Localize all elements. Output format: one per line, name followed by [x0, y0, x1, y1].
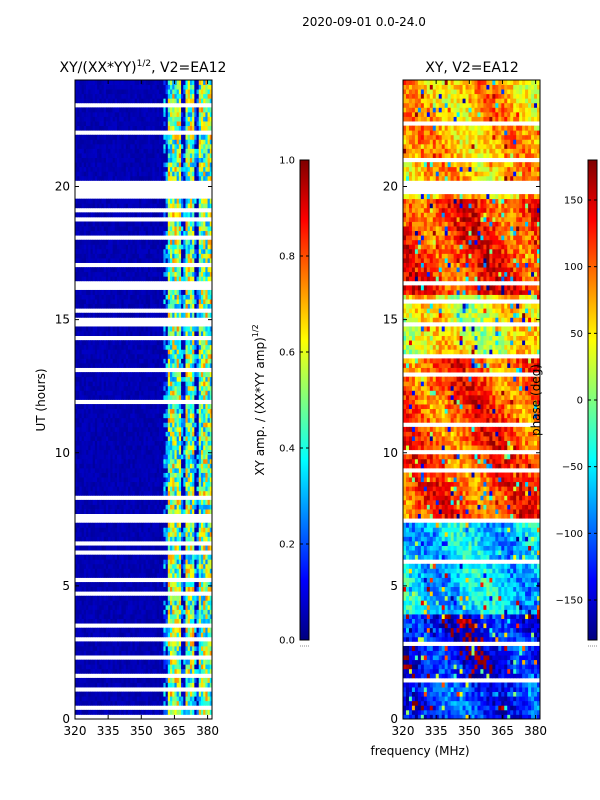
panel-1-ytick-label: 20	[55, 180, 70, 194]
panel-2-x-axis: 320 335 350 365 380	[392, 80, 547, 738]
colorbar-1-tick-label: 0.0	[279, 636, 295, 647]
panel-1-ytick-label: 0	[62, 712, 70, 726]
colorbar-2-tick-label: 150	[564, 196, 583, 207]
colorbar-1-tick-label: 0.8	[279, 252, 295, 263]
panel-1-ytick-label: 15	[55, 313, 70, 327]
panel-1-ytick-label: 5	[62, 579, 70, 593]
panel-1-xtick-label: 350	[130, 724, 153, 738]
colorbar-2-tick-label: 100	[564, 262, 583, 273]
panel-1-ytick-label: 10	[55, 446, 70, 460]
panel-1-xtick-label: 335	[97, 724, 120, 738]
figure-title: 2020-09-01 0.0-24.0	[302, 15, 426, 29]
panel-1-title: XY/(XX*YY)1/2, V2=EA12	[60, 59, 227, 76]
panel-2-ytick-label: 5	[390, 579, 398, 593]
panel-2-xtick-label: 320	[392, 724, 415, 738]
colorbar-2-tick-label: −100	[556, 529, 583, 540]
panel-2-title: XY, V2=EA12	[425, 60, 519, 76]
panel-1-xtick-label: 365	[163, 724, 186, 738]
panel-2-xtick-label: 350	[458, 724, 481, 738]
panel-2-xtick-label: 365	[491, 724, 514, 738]
colorbar-2-tick-label: 50	[570, 329, 583, 340]
colorbar-2-tick-label: −50	[562, 462, 583, 473]
panel-1-x-axis: 320 335 350 365 380	[64, 80, 219, 738]
colorbar-1-tick-label: 0.4	[279, 444, 295, 455]
colorbar-1-gradient	[299, 159, 310, 641]
panel-2: XY, V2=EA12 320 335 350 365 380 0 5 10 15 20	[383, 60, 547, 738]
panel-1-heatmap	[75, 80, 213, 715]
panel-2-ytick-label: 0	[390, 712, 398, 726]
panel-1-xtick-label: 380	[196, 724, 219, 738]
colorbar-2-ticks: −150 −100 −50 0 50 100 150	[556, 196, 597, 607]
colorbar-1-tick-label: 1.0	[279, 156, 295, 167]
panel-1-y-axis: 0 5 10 15 20	[55, 180, 212, 726]
panel-2-ytick-label: 15	[383, 313, 398, 327]
panel-2-xtick-label: 335	[425, 724, 448, 738]
panel-2-xtick-label: 380	[524, 724, 547, 738]
colorbar-2-tick-label: −150	[556, 596, 583, 607]
colorbar-2-label: phase (deg)	[529, 364, 543, 436]
panel-2-frame	[402, 79, 541, 720]
panel-2-heatmap	[403, 80, 541, 720]
panel-2-ytick-label: 20	[383, 180, 398, 194]
colorbar-2-tick-label: 0	[577, 396, 583, 407]
panel-1-ylabel: UT (hours)	[34, 368, 48, 431]
panel-1: XY/(XX*YY)1/2, V2=EA12 320 335 350 365 380 0…	[34, 59, 226, 738]
colorbar-1-tick-label: 0.6	[279, 348, 295, 359]
colorbar-2: −150 −100 −50 0 50 100 150 phase (deg)	[529, 159, 598, 647]
colorbar-1-tick-label: 0.2	[279, 540, 295, 551]
colorbar-1: 0.0 0.2 0.4 0.6 0.8 1.0 XY amp. / (XX*YY amp)…	[251, 156, 310, 647]
panel-2-ytick-label: 10	[383, 446, 398, 460]
panel-1-xtick-label: 320	[64, 724, 87, 738]
x-axis-label: frequency (MHz)	[370, 744, 469, 758]
panel-2-y-axis: 0 5 10 15 20	[383, 180, 540, 726]
panel-1-frame	[74, 79, 213, 720]
colorbar-1-label: XY amp. / (XX*YY amp)1/2	[251, 324, 267, 475]
colorbar-1-ticks: 0.0 0.2 0.4 0.6 0.8 1.0	[279, 156, 309, 647]
